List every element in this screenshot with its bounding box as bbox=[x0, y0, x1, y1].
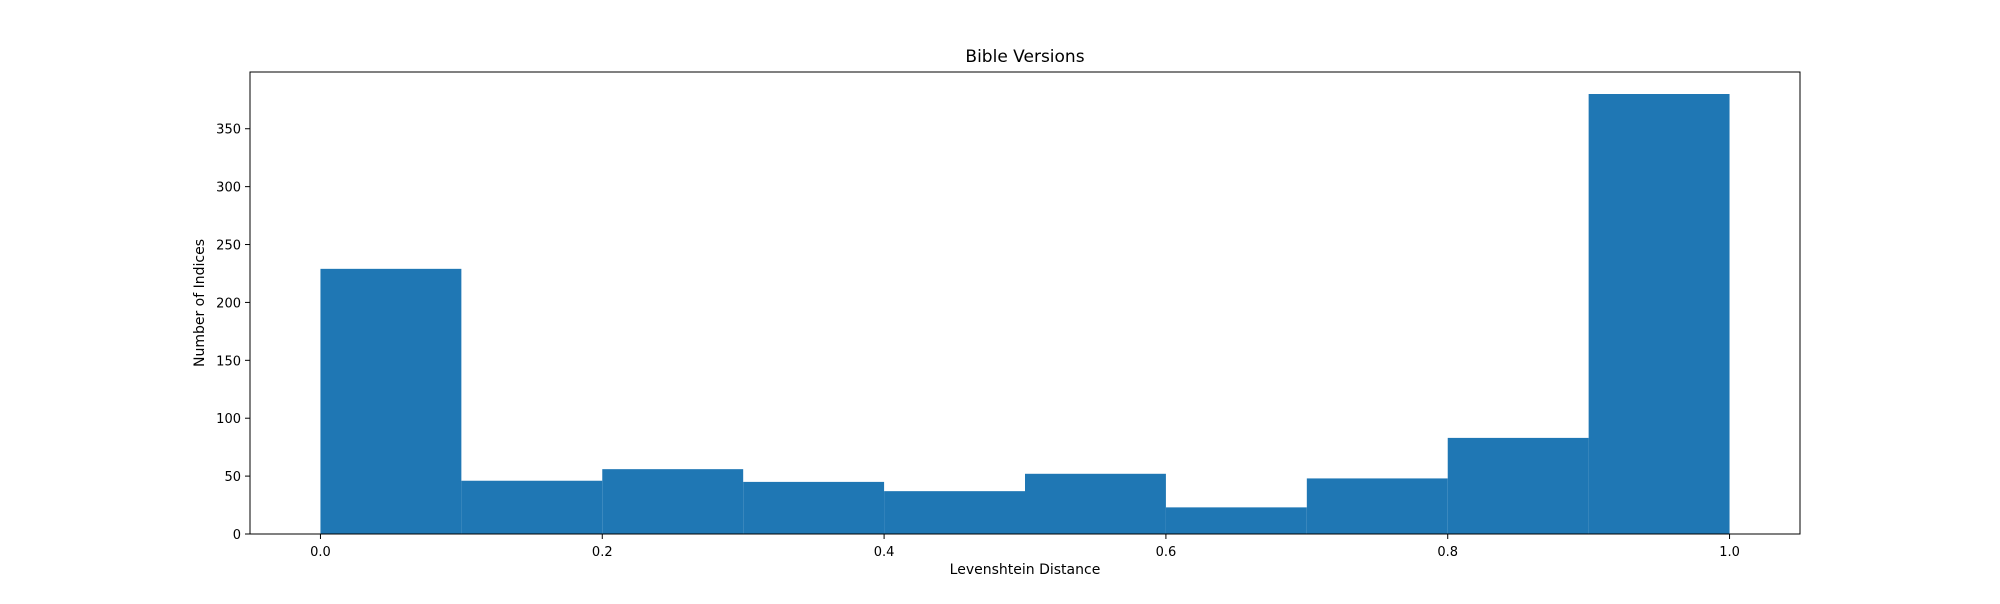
histogram-bar bbox=[461, 480, 603, 534]
y-tick-label: 50 bbox=[224, 470, 241, 485]
histogram-bar bbox=[1165, 507, 1307, 534]
y-axis-label: Number of Indices bbox=[192, 239, 208, 367]
histogram-bar bbox=[1588, 94, 1730, 534]
histogram-bar bbox=[320, 268, 462, 534]
x-tick-label: 0.4 bbox=[874, 545, 895, 560]
histogram-bar bbox=[602, 469, 744, 534]
y-tick-label: 0 bbox=[233, 528, 241, 543]
x-tick-label: 0.6 bbox=[1156, 545, 1177, 560]
histogram-bar bbox=[1025, 473, 1166, 534]
y-tick-label: 350 bbox=[216, 123, 241, 138]
y-tick-label: 250 bbox=[216, 239, 241, 254]
ticks-layer: 0.0 0.2 0.4 0.6 0.8 1.0 0 50 100 150 200 250 300 350 bbox=[216, 123, 1740, 560]
x-tick-label: 0.2 bbox=[592, 545, 613, 560]
x-tick-label: 0.0 bbox=[310, 545, 331, 560]
y-tick-label: 300 bbox=[216, 181, 241, 196]
x-axis-label: Levenshtein Distance bbox=[950, 562, 1101, 578]
y-tick-label: 100 bbox=[216, 412, 241, 427]
histogram-bar bbox=[884, 491, 1025, 534]
x-tick-label: 1.0 bbox=[1719, 545, 1740, 560]
y-tick-label: 200 bbox=[216, 296, 241, 311]
histogram-bar bbox=[743, 481, 885, 534]
histogram-bar bbox=[1306, 478, 1448, 534]
plot-frame bbox=[249, 71, 1801, 535]
y-tick-label: 150 bbox=[216, 354, 241, 369]
bars-layer bbox=[320, 94, 1730, 534]
x-tick-label: 0.8 bbox=[1437, 545, 1458, 560]
histogram-bar bbox=[1447, 437, 1589, 534]
chart-title: Bible Versions bbox=[965, 47, 1084, 67]
